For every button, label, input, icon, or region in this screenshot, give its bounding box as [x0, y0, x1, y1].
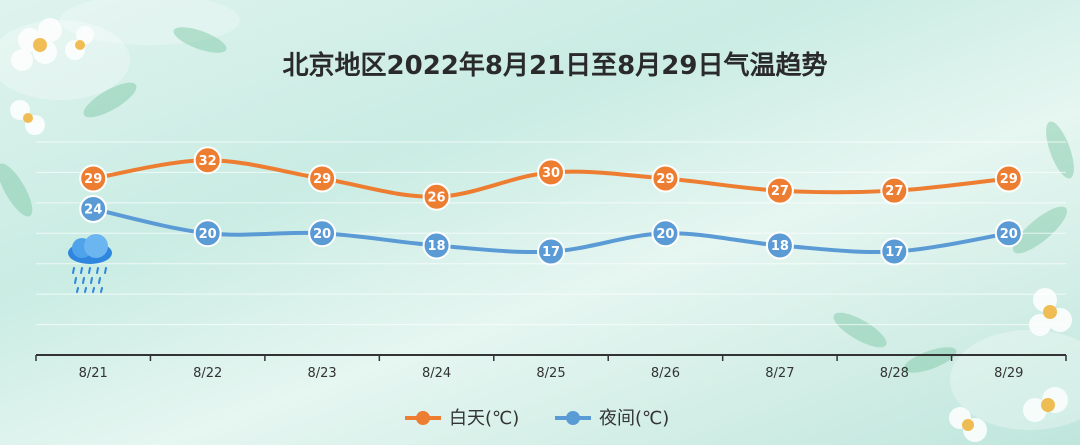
series-night: 24 20 20 18 17 20 18 17 20 — [79, 194, 1023, 266]
data-point — [79, 194, 108, 223]
data-point — [651, 164, 680, 193]
data-point — [537, 237, 565, 266]
x-tick-label: 8/26 — [651, 366, 680, 381]
chart-title: 北京地区2022年8月21日至8月29日气温趋势 — [283, 50, 828, 81]
legend-label: 夜间(℃) — [599, 408, 669, 429]
legend-marker — [566, 411, 580, 425]
data-point — [422, 231, 451, 260]
x-tick-label: 8/23 — [308, 366, 337, 381]
data-point — [994, 219, 1023, 248]
x-tick-label: 8/22 — [193, 366, 222, 381]
x-tick-label: 8/27 — [765, 366, 794, 381]
data-label: 29 — [313, 172, 331, 187]
rain-cloud-icon — [68, 234, 112, 293]
legend-item: 夜间(℃) — [555, 408, 669, 429]
data-label: 30 — [542, 166, 560, 181]
x-tick-label: 8/21 — [79, 366, 108, 381]
data-label: 20 — [656, 227, 674, 242]
data-point — [79, 164, 108, 193]
data-point — [880, 176, 909, 205]
data-point — [651, 219, 680, 248]
data-point — [765, 231, 794, 260]
data-label: 27 — [771, 184, 789, 199]
data-point — [422, 182, 451, 211]
legend-item: 白天(℃) — [405, 408, 519, 429]
data-point — [193, 146, 222, 175]
data-label: 17 — [885, 245, 903, 260]
series-group: 29 32 29 26 30 29 27 27 29 24 20 20 18 17 20 18 17 20 — [79, 146, 1023, 266]
data-label: 29 — [84, 172, 102, 187]
x-tick-label: 8/24 — [422, 366, 451, 381]
data-label: 29 — [656, 172, 674, 187]
data-label: 20 — [1000, 227, 1018, 242]
data-point — [765, 176, 794, 205]
x-tick-label: 8/25 — [536, 366, 565, 381]
data-point — [537, 158, 565, 187]
legend-marker — [416, 411, 430, 425]
data-label: 18 — [771, 239, 789, 254]
data-point — [880, 237, 909, 266]
x-axis: 8/21 8/22 8/23 8/24 8/25 8/26 8/27 8/28 8/29 — [35, 354, 1067, 381]
data-label: 18 — [428, 239, 446, 254]
data-label: 17 — [542, 245, 560, 260]
data-point — [994, 164, 1023, 193]
series-day: 29 32 29 26 30 29 27 27 29 — [79, 146, 1023, 211]
legend-label: 白天(℃) — [449, 408, 519, 429]
data-point — [308, 219, 337, 248]
data-label: 26 — [428, 190, 446, 205]
x-tick-label: 8/29 — [994, 366, 1023, 381]
data-label: 29 — [1000, 172, 1018, 187]
data-label: 20 — [199, 227, 217, 242]
data-label: 24 — [84, 202, 102, 217]
data-label: 27 — [885, 184, 903, 199]
x-tick-label: 8/28 — [880, 366, 909, 381]
data-point — [308, 164, 337, 193]
legend: 白天(℃) 夜间(℃) — [405, 408, 669, 429]
data-point — [193, 219, 222, 248]
data-label: 32 — [199, 154, 217, 169]
data-label: 20 — [313, 227, 331, 242]
